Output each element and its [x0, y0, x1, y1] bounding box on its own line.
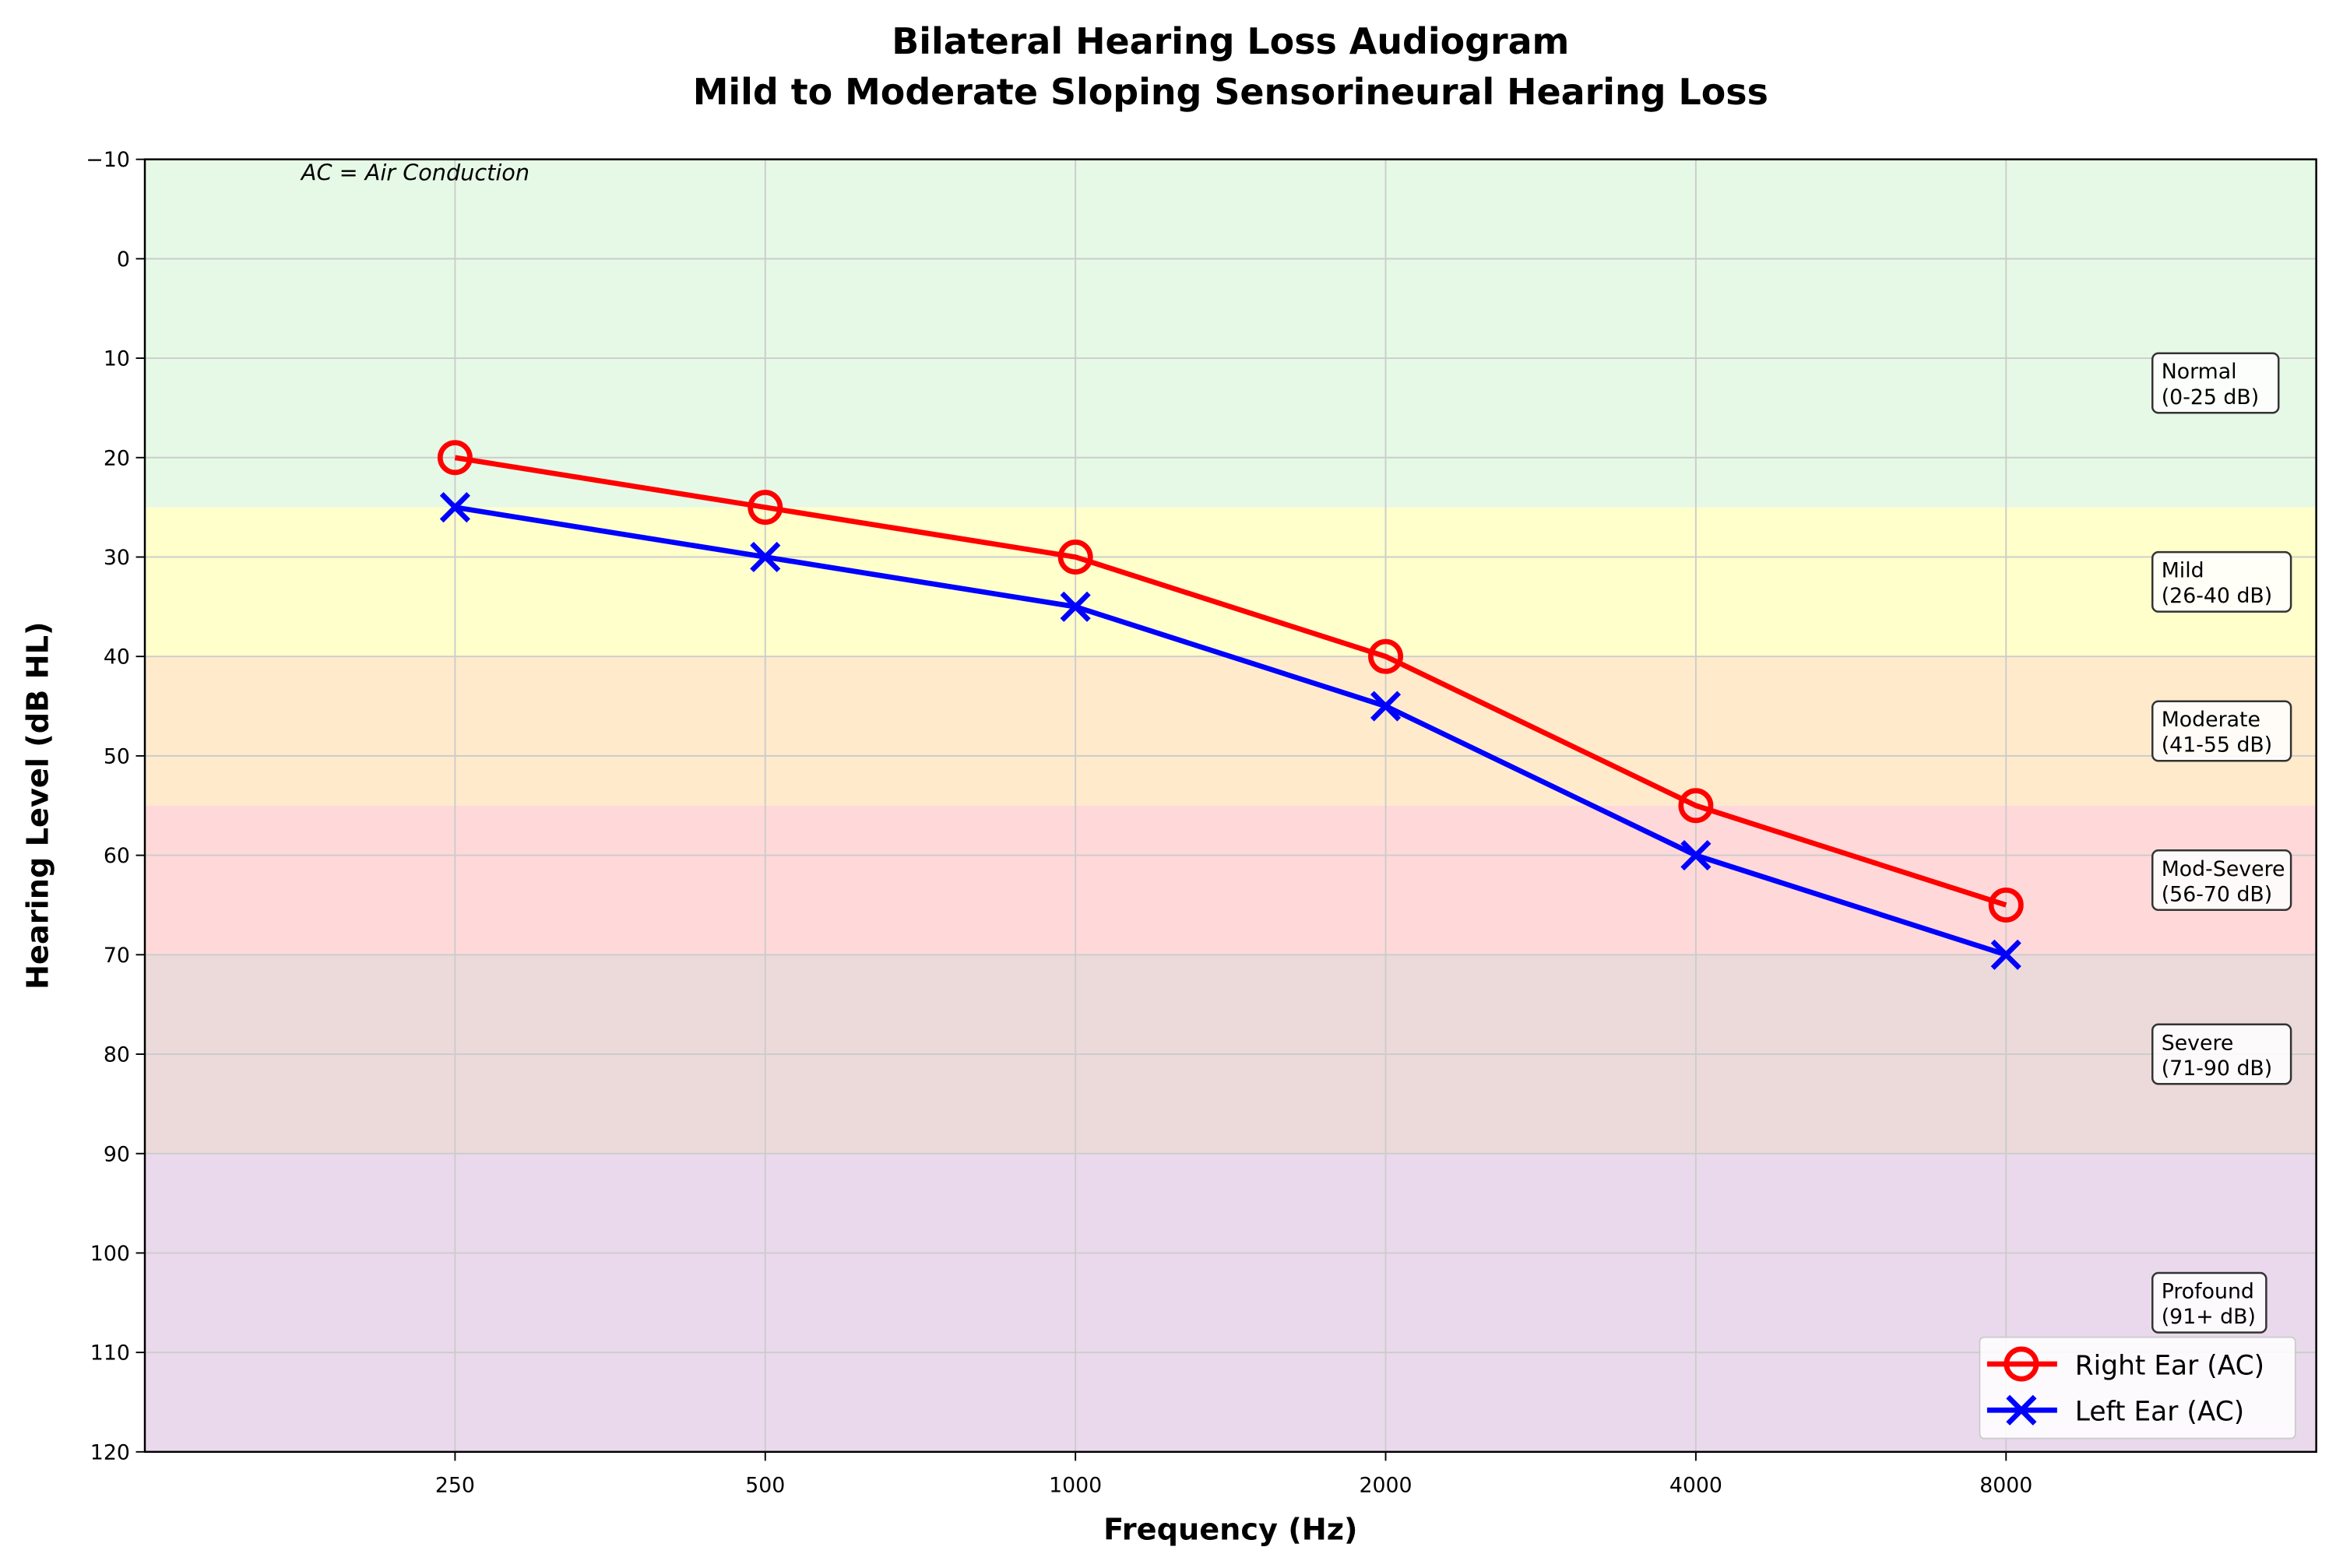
- band-label: Severe(71-90 dB): [2151, 1023, 2292, 1085]
- band-label: Normal(0-25 dB): [2151, 352, 2280, 414]
- band-label-text: Profound: [2162, 1280, 2254, 1304]
- legend: Right Ear (AC) Left Ear (AC): [1979, 1336, 2296, 1440]
- severity-bands: [145, 159, 2317, 1452]
- data-point: [1057, 539, 1093, 575]
- band-labels: Normal(0-25 dB) Mild(26-40 dB) Moderate(41…: [2151, 352, 2292, 1334]
- x-tick-label: 4000: [1669, 1473, 1722, 1497]
- x-tick-label: 1000: [1049, 1473, 1102, 1497]
- data-point: [1368, 638, 1403, 674]
- axes: −10 0 10 20 30 40 50 60 70 80 90 100 110 120 250 500 100…: [86, 148, 2317, 1497]
- severity-band: [145, 159, 2317, 508]
- legend-label: Left Ear (AC): [2075, 1397, 2244, 1428]
- x-tick-label: 250: [435, 1473, 475, 1497]
- band-label-box: [2151, 1271, 2267, 1334]
- band-label-text: (91+ dB): [2162, 1305, 2256, 1329]
- series-line: [454, 505, 2007, 958]
- band-label-box: [2151, 849, 2292, 912]
- legend-marker: [2004, 1346, 2039, 1382]
- band-label-box: [2151, 1023, 2292, 1085]
- y-tick-label: 70: [104, 944, 130, 968]
- severity-band: [145, 1153, 2317, 1452]
- x-axis-label: Frequency (Hz): [1103, 1513, 1357, 1548]
- y-tick-label: 30: [104, 546, 130, 570]
- y-tick-label: 20: [104, 446, 130, 470]
- band-label-text: Normal: [2162, 360, 2237, 384]
- chart-title: Bilateral Hearing Loss Audiogram: [892, 20, 1569, 62]
- data-point: [439, 492, 470, 523]
- band-label-text: Severe: [2162, 1031, 2234, 1055]
- band-label: Mod-Severe(56-70 dB): [2151, 849, 2292, 912]
- chart-subtitle: Mild to Moderate Sloping Sensorineural H…: [693, 71, 1768, 113]
- series-right-ear: [437, 440, 2024, 923]
- y-axis-label: Hearing Level (dB HL): [21, 621, 56, 990]
- severity-band: [145, 507, 2317, 657]
- legend-label: Right Ear (AC): [2075, 1350, 2264, 1381]
- x-tick-label: 2000: [1359, 1473, 1412, 1497]
- y-tick-label: 90: [104, 1142, 130, 1166]
- band-label-box: [2151, 700, 2292, 762]
- legend-box: [1979, 1336, 2296, 1440]
- y-tick-label: 10: [104, 347, 130, 371]
- y-tick-label: 60: [104, 844, 130, 868]
- series-line: [454, 455, 2007, 908]
- data-point: [1370, 691, 1402, 722]
- y-tick-label: 120: [90, 1440, 130, 1464]
- band-label-text: Moderate: [2162, 708, 2260, 732]
- band-label-text: Mild: [2162, 559, 2204, 583]
- x-tick-label: 500: [745, 1473, 785, 1497]
- legend-marker: [2006, 1394, 2037, 1426]
- y-tick-label: 100: [90, 1242, 130, 1266]
- band-label: Mild(26-40 dB): [2151, 550, 2292, 613]
- band-label-box: [2151, 550, 2292, 613]
- data-point: [1680, 840, 1712, 871]
- data-point: [748, 490, 783, 526]
- severity-band: [145, 805, 2317, 955]
- plot-frame: [143, 158, 2317, 1454]
- y-tick-label: −10: [86, 148, 130, 172]
- band-label: Profound(91+ dB): [2151, 1271, 2267, 1334]
- y-tick-label: 0: [117, 248, 130, 272]
- band-label-box: [2151, 352, 2280, 414]
- series-group: [437, 440, 2024, 970]
- band-label-text: (0-25 dB): [2162, 385, 2260, 410]
- data-point: [437, 440, 473, 476]
- y-tick-label: 80: [104, 1043, 130, 1067]
- y-tick-label: 110: [90, 1341, 130, 1366]
- y-tick-label: 40: [104, 645, 130, 670]
- x-tick-label: 8000: [1979, 1473, 2032, 1497]
- band-label-text: (41-55 dB): [2162, 733, 2273, 758]
- data-point: [1678, 788, 1714, 824]
- band-label-text: (26-40 dB): [2162, 584, 2273, 608]
- data-point: [1060, 591, 1091, 622]
- data-point: [750, 541, 781, 573]
- band-label-text: (71-90 dB): [2162, 1056, 2273, 1081]
- series-left-ear: [439, 492, 2021, 970]
- data-point: [1988, 887, 2024, 923]
- y-tick-label: 50: [104, 744, 130, 768]
- annotation-ac: AC = Air Conduction: [300, 159, 529, 185]
- severity-band: [145, 656, 2317, 806]
- band-label-text: Mod-Severe: [2162, 857, 2285, 881]
- data-point: [1990, 939, 2021, 970]
- band-label-text: (56-70 dB): [2162, 882, 2273, 906]
- band-label: Moderate(41-55 dB): [2151, 700, 2292, 762]
